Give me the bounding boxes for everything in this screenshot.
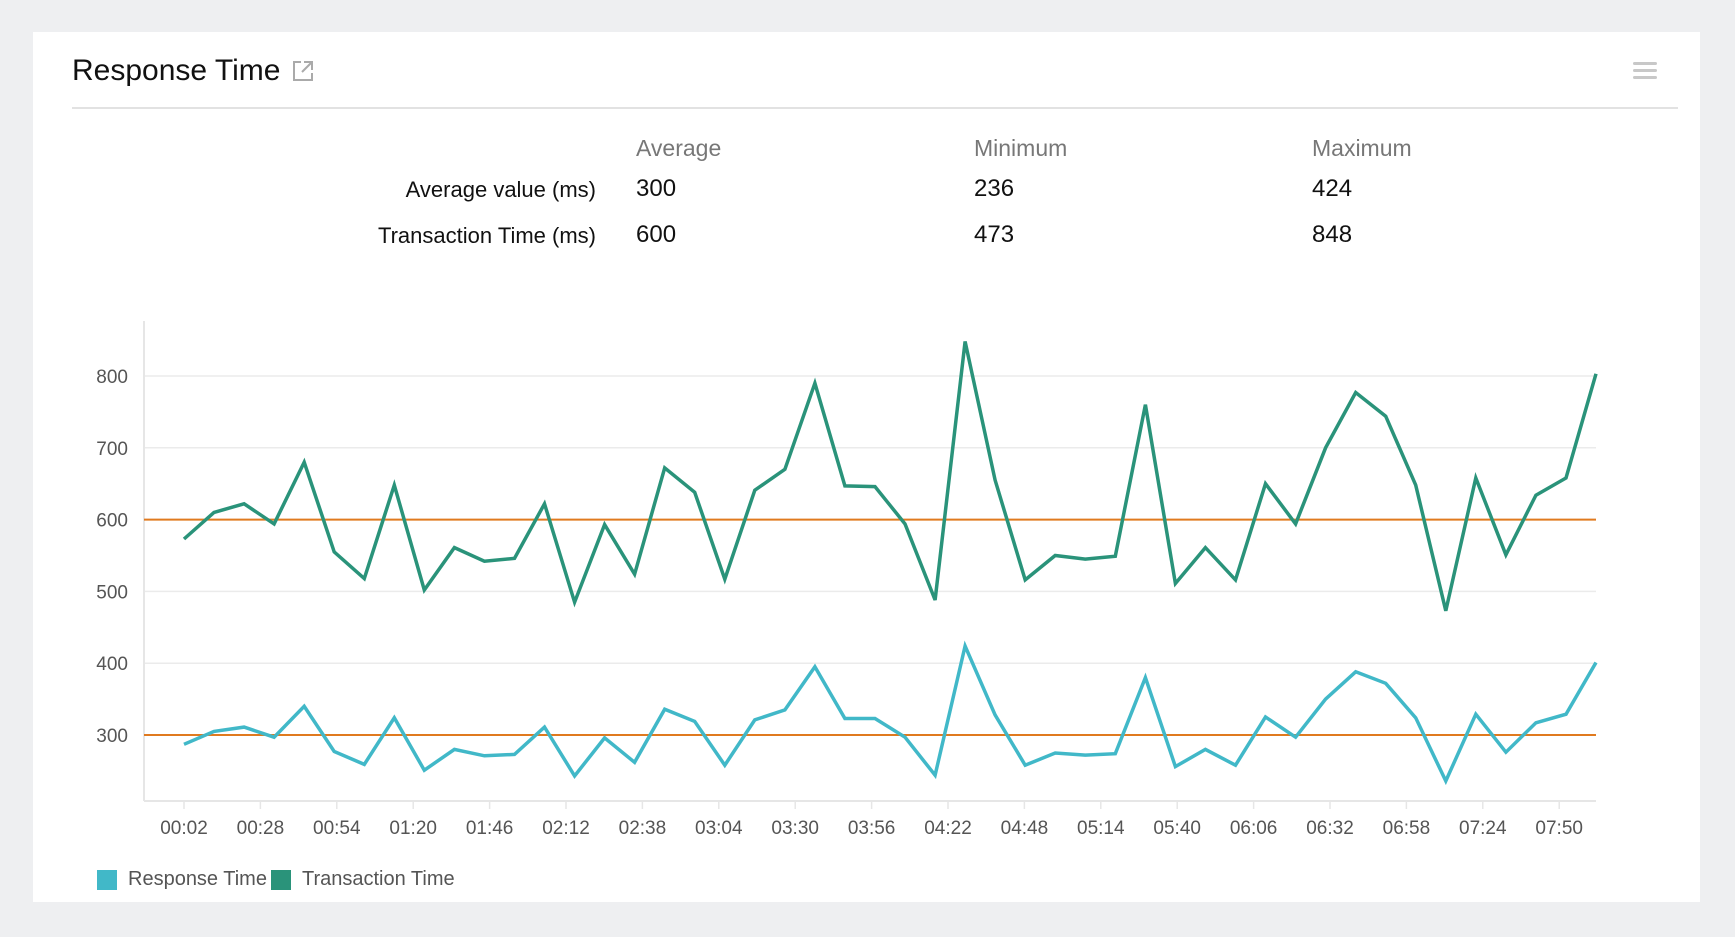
legend-item-transaction-time[interactable]: Transaction Time [270, 868, 455, 891]
x-tick-label: 06:58 [1383, 818, 1431, 839]
chart-legend: Response Time Transaction Time [97, 868, 459, 891]
x-tick-label: 00:28 [237, 818, 285, 839]
y-tick-label: 800 [96, 367, 128, 388]
x-tick-label: 01:46 [466, 818, 514, 839]
stats-header-maximum: Maximum [1312, 135, 1412, 161]
stats-value: 424 [1312, 175, 1353, 202]
stats-header-average: Average [636, 135, 722, 161]
transaction-time-line [182, 341, 1598, 612]
x-tick-label: 00:02 [160, 818, 208, 839]
stats-value: 236 [974, 175, 1015, 202]
x-tick-label: 02:38 [619, 818, 667, 839]
header-divider [72, 107, 1678, 109]
x-tick-label: 06:32 [1306, 818, 1354, 839]
stats-value: 473 [974, 221, 1015, 248]
y-tick-label: 400 [96, 654, 128, 675]
stats-row-label: Transaction Time (ms) [377, 223, 596, 248]
legend-label: Response Time [128, 868, 267, 890]
card-header: Response Time [72, 54, 314, 88]
x-tick-label: 01:20 [389, 818, 437, 839]
x-tick-label: 04:22 [924, 818, 972, 839]
x-tick-label: 07:24 [1459, 818, 1507, 839]
x-tick-label: 03:30 [771, 818, 819, 839]
legend-label: Transaction Time [301, 868, 455, 890]
stats-header-minimum: Minimum [974, 135, 1068, 161]
stats-value: 300 [636, 175, 677, 202]
response-time-points [183, 645, 1597, 782]
stats-row-label: Average value (ms) [405, 177, 596, 202]
external-link-icon[interactable] [292, 60, 314, 82]
legend-item-response-time[interactable]: Response Time [97, 868, 267, 891]
stats-value: 848 [1312, 221, 1353, 248]
y-tick-label: 700 [96, 439, 128, 460]
x-tick-label: 02:12 [542, 818, 590, 839]
y-tick-label: 600 [96, 511, 128, 532]
response-time-line [183, 640, 1598, 786]
card-title: Response Time [72, 54, 281, 87]
transaction-time-points [183, 341, 1597, 611]
stats-value: 600 [636, 221, 677, 248]
y-tick-label: 500 [96, 582, 128, 603]
x-tick-label: 04:48 [1001, 818, 1049, 839]
legend-swatch [97, 869, 117, 890]
legend-swatch [270, 869, 291, 890]
x-tick-label: 07:50 [1535, 818, 1583, 839]
x-tick-label: 05:40 [1153, 818, 1201, 839]
y-tick-label: 300 [96, 726, 128, 747]
hamburger-menu-icon[interactable] [1633, 62, 1657, 82]
x-tick-label: 05:14 [1077, 818, 1125, 839]
x-tick-label: 06:06 [1230, 818, 1278, 839]
x-tick-label: 03:56 [848, 818, 896, 839]
x-tick-label: 00:54 [313, 818, 361, 839]
response-time-card: Response Time Average Minimum Maximum Av… [33, 32, 1700, 902]
x-tick-label: 03:04 [695, 818, 743, 839]
